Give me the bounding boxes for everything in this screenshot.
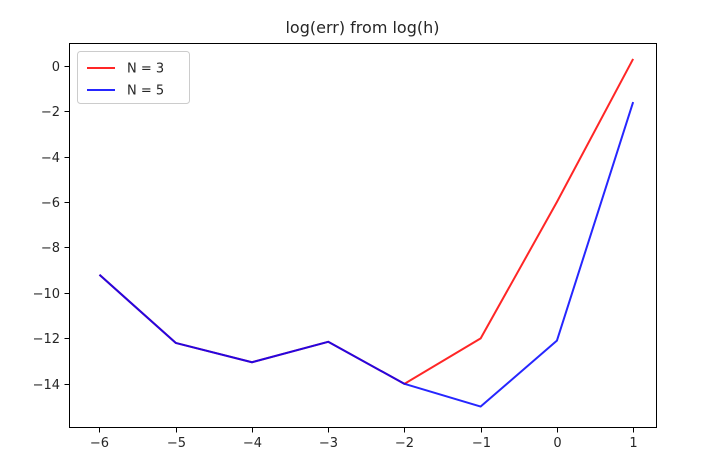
y-axis: 0 −2 −4 −6 −8 −10 −12 −14	[33, 60, 70, 393]
chart-title: log(err) from log(h)	[285, 18, 439, 37]
y-tick-label: −14	[33, 378, 60, 393]
plot-frame	[69, 43, 657, 428]
y-tick-label: −12	[33, 332, 60, 347]
legend-label-1: N = 3	[127, 62, 164, 77]
x-tick-label: −5	[167, 436, 186, 451]
series-line-2	[98, 101, 635, 408]
legend: N = 3 N = 5	[77, 51, 190, 104]
y-tick-label: 0	[52, 60, 60, 75]
y-tick-label: −8	[41, 241, 60, 256]
x-tick-label: −3	[319, 436, 338, 451]
y-tick-label: −4	[41, 151, 60, 166]
series-lines	[98, 58, 635, 408]
x-axis: −6 −5 −4 −3 −2 −1 0 1	[90, 427, 638, 451]
x-tick-label: −6	[90, 436, 109, 451]
legend-label-2: N = 5	[127, 84, 164, 99]
y-tick-label: −2	[41, 105, 60, 120]
x-tick-label: −1	[472, 436, 491, 451]
x-tick-label: −2	[395, 436, 414, 451]
plot-area	[69, 43, 657, 428]
y-tick-label: −10	[33, 287, 60, 302]
x-tick-label: −4	[243, 436, 262, 451]
y-tick-label: −6	[41, 196, 60, 211]
x-tick-label: 0	[553, 436, 561, 451]
x-tick-label: 1	[629, 436, 637, 451]
